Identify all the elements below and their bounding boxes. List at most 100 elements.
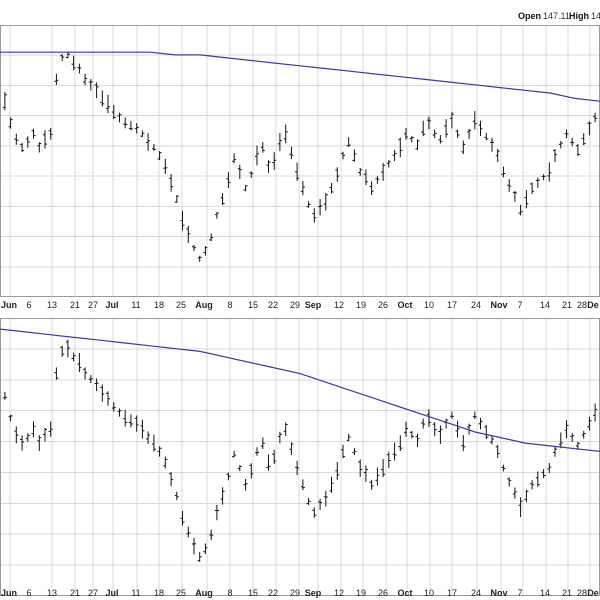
ohlc-bar: [100, 90, 105, 107]
ohlc-bar: [151, 143, 156, 151]
x-tick-label: Aug: [195, 300, 213, 310]
x-tick-label: 13: [47, 300, 57, 310]
ohlc-bar: [318, 199, 323, 216]
x-tick-label: Sep: [305, 588, 322, 598]
ohlc-bar: [501, 166, 506, 178]
ohlc-bar: [444, 418, 449, 429]
ohlc-bar: [232, 450, 237, 458]
ohlc-bar: [535, 177, 540, 188]
ohlc-bar: [88, 375, 93, 384]
ohlc-bar: [140, 130, 145, 138]
ohlc-bar: [381, 459, 386, 478]
ohlc-bar: [140, 419, 145, 439]
ohlc-bar: [226, 172, 231, 188]
ohlc-bar: [226, 472, 231, 481]
ohlc-bar: [71, 55, 76, 71]
ohlc-bar: [266, 454, 271, 471]
ohlc-bar: [467, 423, 472, 435]
x-tick-label: 7: [517, 300, 522, 310]
ohlc-bar: [272, 152, 277, 170]
ohlc-bar: [438, 135, 443, 144]
ohlc-bar: [426, 409, 431, 427]
ohlc-bar: [547, 162, 552, 182]
ohlc-bar: [495, 149, 500, 163]
ohlc-bar: [197, 552, 202, 562]
ohlc-bar: [169, 174, 174, 192]
ohlc-bar: [358, 167, 363, 176]
ohlc-bar: [478, 418, 483, 430]
ohlc-bar: [295, 460, 300, 476]
ohlc-bar: [381, 163, 386, 181]
ohlc-bar: [283, 124, 288, 144]
price-panel-bottom: Jun 6 13 21 27 Jul 11 18 25 Aug 8 15 22 29 Sep 12 19 26 Oc…: [0, 318, 600, 598]
x-tick-label: 21: [562, 588, 572, 598]
ohlc-bar: [323, 193, 328, 211]
ohlc-bar: [432, 422, 437, 437]
ohlc-bar: [409, 135, 414, 143]
ohlc-bar: [214, 504, 219, 521]
x-tick-label: 14: [540, 300, 550, 310]
ohlc-bar: [512, 487, 517, 499]
ohlc-bar: [512, 191, 517, 202]
ohlc-bar: [123, 409, 128, 427]
x-tick-label: Aug: [195, 588, 213, 598]
ohlc-bar: [518, 497, 523, 517]
ohlc-bar: [157, 151, 162, 161]
ohlc-bar: [570, 433, 575, 442]
ohlc-bar: [146, 431, 151, 444]
ohlc-bar: [501, 464, 506, 472]
x-tick-label: 18: [154, 300, 164, 310]
x-tick-label: Jul: [105, 588, 118, 598]
ohlc-bar: [25, 433, 30, 442]
ohlc-bar: [197, 255, 202, 262]
ohlc-bar: [289, 146, 294, 159]
ohlc-bar: [455, 420, 460, 438]
x-tick-label: 19: [356, 588, 366, 598]
ohlc-bar: [329, 476, 334, 493]
ohlc-bar: [134, 123, 139, 134]
ohlc-bar: [352, 149, 357, 162]
ohlc-bar: [472, 411, 477, 419]
ohlc-bar: [272, 449, 277, 465]
ohlc-bar: [60, 345, 65, 357]
ohlc-bar: [220, 487, 225, 505]
ohlc-bar: [214, 212, 219, 219]
ohlc-bar: [375, 467, 380, 486]
x-tick-label: 29: [290, 588, 300, 598]
ohlc-bar: [220, 193, 225, 206]
ohlc-bar: [169, 472, 174, 487]
x-tick-label: 11: [131, 588, 140, 598]
ohlc-bar: [192, 537, 196, 555]
x-tick-label: 22: [268, 588, 278, 598]
ohlc-bar: [249, 171, 254, 178]
ohlc-bar: [123, 117, 128, 129]
ohlc-bar: [8, 117, 13, 129]
ohlc-bar: [14, 133, 19, 145]
ohlc-bar: [398, 137, 403, 158]
ohlc-bar: [541, 469, 546, 479]
ohlc-bar: [243, 185, 248, 192]
ohlc-bar: [369, 181, 374, 195]
ohlc-bar: [363, 169, 368, 186]
ohlc-bar: [48, 127, 53, 140]
ohlc-bar: [83, 367, 88, 380]
x-tick-label: 21: [70, 588, 80, 598]
ohlc-bar: [404, 421, 408, 437]
x-tick-label: 6: [26, 588, 31, 598]
x-tick-label: 6: [26, 300, 31, 310]
ohlc-bar: [404, 128, 408, 140]
ohlc-bar: [260, 437, 265, 449]
ohlc-bar: [472, 111, 477, 130]
ohlc-bar: [449, 111, 454, 129]
ohlc-bar: [174, 195, 179, 203]
ohlc-bar: [461, 140, 466, 155]
ohlc-bar: [77, 353, 82, 372]
ohlc-bar: [209, 529, 214, 541]
x-tick-label: 8: [227, 588, 232, 598]
ohlc-bar: [541, 174, 546, 181]
ohlc-bar: [581, 133, 586, 146]
ohlc-bar: [100, 384, 105, 402]
ohlc-bar: [54, 73, 59, 85]
ohlc-bar: [564, 420, 569, 439]
ohlc-bar: [157, 446, 162, 457]
